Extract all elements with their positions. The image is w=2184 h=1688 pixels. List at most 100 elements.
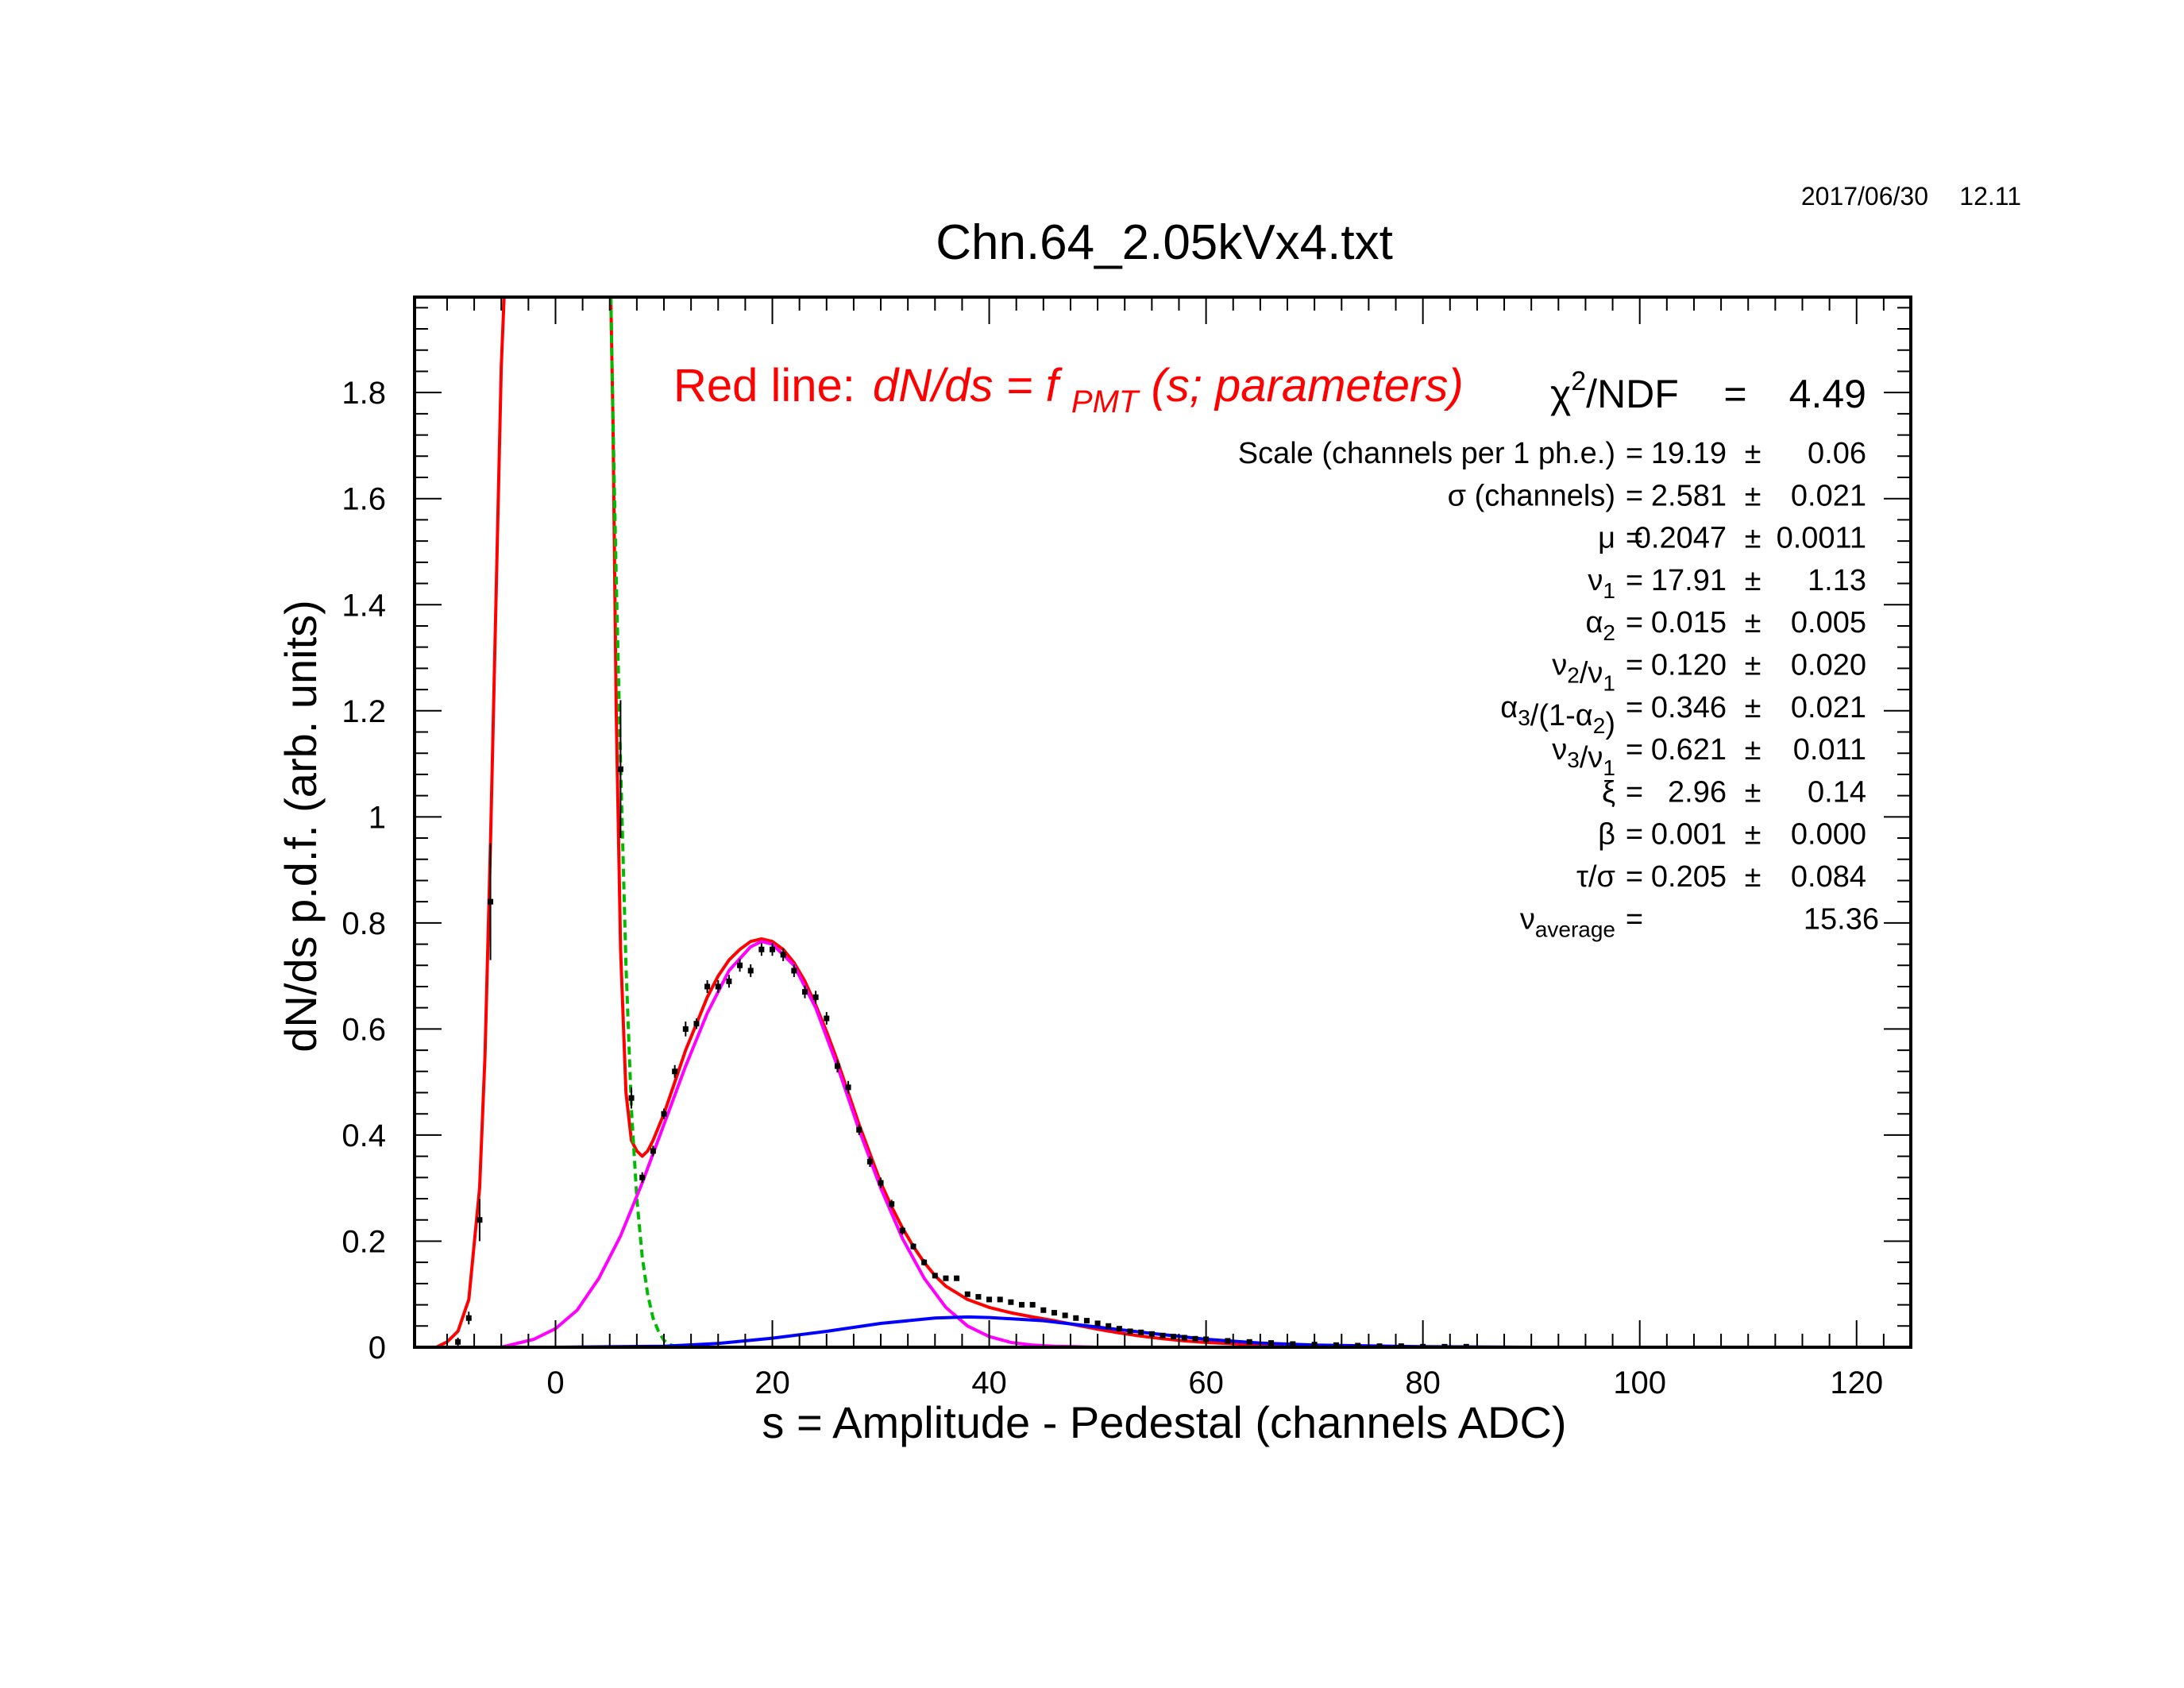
- param-pm: ±: [1745, 479, 1761, 512]
- data-point: [1051, 1310, 1057, 1316]
- param-eq: =: [1626, 733, 1643, 767]
- data-point: [921, 1259, 928, 1265]
- param-pm: ±: [1745, 733, 1761, 767]
- data-point: [1094, 1320, 1101, 1327]
- data-point: [801, 989, 808, 995]
- legend-suffix: (s; parameters): [1151, 360, 1463, 411]
- legend-formula: dN/ds = f: [873, 360, 1063, 411]
- data-point: [477, 1217, 483, 1223]
- param-eq: =: [1626, 437, 1643, 470]
- param-value: 19.19: [1651, 437, 1727, 470]
- param-error: 0.14: [1808, 775, 1866, 809]
- svg-text:=: =: [1723, 372, 1746, 416]
- data-point: [1106, 1323, 1112, 1329]
- data-point: [455, 1338, 461, 1345]
- data-point: [661, 1111, 667, 1117]
- data-point: [932, 1273, 938, 1279]
- param-pm: ±: [1745, 522, 1761, 555]
- param-name: ν1: [1588, 564, 1615, 603]
- data-point: [1116, 1326, 1122, 1332]
- data-point: [1160, 1332, 1166, 1338]
- param-pm: ±: [1745, 818, 1761, 852]
- y-tick-label: 0.2: [341, 1224, 386, 1259]
- param-name: ν3/ν1: [1552, 733, 1615, 780]
- y-tick-labels: 0 0.2 0.4 0.6 0.8 1 1.2 1.4 1.6 1.8: [341, 376, 386, 1365]
- data-point: [639, 1174, 646, 1180]
- y-tick-label: 1.6: [341, 482, 386, 517]
- data-point: [1463, 1343, 1469, 1347]
- data-point: [1290, 1341, 1296, 1347]
- param-pm: ±: [1745, 606, 1761, 639]
- chi2-sup: 2: [1571, 366, 1586, 396]
- y-tick-label: 1: [369, 800, 386, 835]
- param-value: 0.015: [1651, 606, 1727, 639]
- data-point: [943, 1275, 949, 1281]
- param-name: τ/σ: [1576, 860, 1615, 894]
- param-name: β: [1598, 818, 1615, 852]
- fit-parameters: Scale (channels per 1 ph.e.) = 19.19 ±0.06σ…: [1238, 437, 1879, 941]
- x-tick-label: 20: [754, 1365, 790, 1400]
- param-error: 0.021: [1791, 691, 1866, 724]
- param-error: 0.0011: [1777, 522, 1866, 555]
- data-point: [1192, 1335, 1198, 1342]
- data-point: [1246, 1338, 1252, 1345]
- param-eq: =: [1626, 564, 1643, 597]
- data-point: [1181, 1335, 1187, 1341]
- data-point: [1376, 1343, 1383, 1347]
- data-point: [758, 946, 765, 952]
- data-point: [1127, 1328, 1133, 1335]
- data-point: [856, 1126, 862, 1133]
- x-tick-label: 0: [546, 1365, 564, 1400]
- param-error: 0.011: [1793, 733, 1866, 767]
- param-error: 1.13: [1808, 564, 1866, 597]
- legend-note: Red line: dN/ds = f PMT (s; parameters): [673, 360, 1464, 423]
- data-point: [889, 1201, 895, 1207]
- fit-curve-1: [435, 297, 1661, 1347]
- param-name: σ (channels): [1448, 479, 1615, 512]
- param-error: 0.084: [1791, 860, 1866, 894]
- data-point: [1398, 1343, 1404, 1347]
- data-point: [1073, 1315, 1079, 1321]
- data-point: [997, 1296, 1003, 1303]
- x-tick-label: 40: [971, 1365, 1007, 1400]
- data-point: [682, 1026, 689, 1032]
- data-point: [791, 968, 797, 974]
- data-point: [650, 1148, 656, 1154]
- param-value: 2.581: [1651, 479, 1727, 512]
- data-point: [726, 978, 732, 984]
- x-axis-label: s = Amplitude - Pedestal (channels ADC): [762, 1397, 1566, 1447]
- param-value: 17.91: [1651, 564, 1727, 597]
- param-error: 0.000: [1791, 818, 1866, 852]
- data-point: [910, 1243, 916, 1250]
- param-error: 0.06: [1808, 437, 1866, 470]
- param-error: 0.020: [1791, 649, 1866, 682]
- x-tick-label: 100: [1613, 1365, 1666, 1400]
- param-pm: ±: [1745, 564, 1761, 597]
- data-point: [834, 1063, 840, 1069]
- param-name: α2: [1585, 606, 1615, 645]
- param-name: ν2/ν1: [1552, 649, 1615, 696]
- data-point: [672, 1068, 678, 1075]
- data-point: [975, 1294, 982, 1300]
- param-name: μ: [1598, 522, 1615, 555]
- plot-frame: [413, 295, 1912, 1349]
- param-name: α3/(1-α2): [1500, 691, 1615, 740]
- y-tick-label: 1.4: [341, 588, 386, 623]
- param-value: 0.346: [1651, 691, 1727, 724]
- timestamp-time: 12.11: [1959, 182, 2021, 211]
- chi2-line: χ2/NDF = 4.49: [1550, 366, 1866, 416]
- data-point: [845, 1084, 851, 1091]
- param-error: 0.021: [1791, 479, 1866, 512]
- fit-curve-2: [609, 297, 686, 1347]
- param-value: 0.205: [1651, 860, 1727, 894]
- data-point: [1225, 1338, 1231, 1344]
- param-value: 0.2047: [1634, 522, 1727, 555]
- param-pm: ±: [1745, 437, 1761, 470]
- data-point: [780, 952, 786, 958]
- data-point: [986, 1296, 993, 1303]
- axis-ticks: [415, 297, 1912, 1348]
- svg-text:χ2/NDF: χ2/NDF: [1550, 366, 1679, 416]
- param-eq: =: [1626, 479, 1643, 512]
- data-point: [617, 766, 623, 772]
